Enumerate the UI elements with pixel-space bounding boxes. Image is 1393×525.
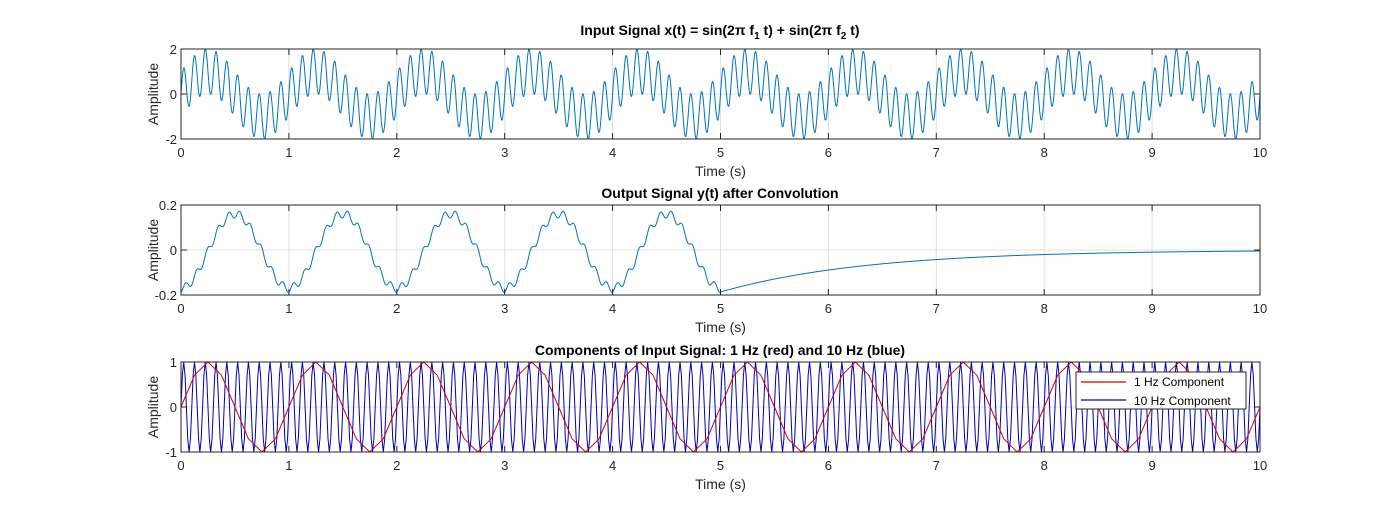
- plot-area: [180, 48, 1261, 140]
- x-tick-label: 1: [285, 458, 292, 473]
- x-tick-label: 10: [1253, 458, 1267, 473]
- x-tick-label: 1: [285, 145, 292, 160]
- x-tick-label: 4: [609, 145, 616, 160]
- legend-label-1hz: 1 Hz Component: [1134, 375, 1225, 389]
- x-tick-label: 8: [1041, 301, 1048, 316]
- x-tick-label: 5: [717, 458, 724, 473]
- x-tick-label: 6: [825, 458, 832, 473]
- x-tick-label: 10: [1253, 301, 1267, 316]
- x-ticks: 0 1 2 3 4 5 6 7 8 9 10: [177, 362, 1267, 473]
- x-tick-label: 7: [933, 458, 940, 473]
- component-1hz-line: [180, 361, 1261, 453]
- x-tick-label: 2: [393, 145, 400, 160]
- x-tick-label: 4: [609, 301, 616, 316]
- x-axis-label: Time (s): [695, 319, 746, 335]
- y-ticks: -2 0 2: [165, 42, 1260, 147]
- x-tick-label: 8: [1041, 458, 1048, 473]
- x-tick-label: 2: [393, 301, 400, 316]
- x-tick-label: 3: [501, 458, 508, 473]
- x-tick-label: 5: [717, 145, 724, 160]
- x-tick-label: 9: [1148, 145, 1155, 160]
- x-ticks: 0 1 2 3 4 5 6 7 8 9 10: [177, 49, 1267, 160]
- panel-title: Output Signal y(t) after Convolution: [601, 185, 838, 201]
- x-tick-label: 0: [177, 145, 184, 160]
- panel-input-signal: Input Signal x(t) = sin(2π f1 t) + sin(2…: [145, 22, 1267, 179]
- panel-title: Components of Input Signal: 1 Hz (red) a…: [535, 342, 905, 358]
- x-tick-label: 4: [609, 458, 616, 473]
- y-axis-label: Amplitude: [145, 376, 161, 438]
- y-tick-label: 0.2: [159, 198, 177, 213]
- y-axis-label: Amplitude: [145, 63, 161, 125]
- y-tick-label: 1: [170, 355, 177, 370]
- grid: [180, 204, 1261, 296]
- plot-area: [180, 361, 1261, 453]
- x-tick-label: 10: [1253, 145, 1267, 160]
- panel-components: Components of Input Signal: 1 Hz (red) a…: [145, 342, 1267, 492]
- y-tick-label: 0: [170, 87, 177, 102]
- y-ticks: -1 0 1: [165, 355, 1260, 460]
- y-tick-label: -1: [165, 445, 177, 460]
- x-tick-label: 7: [933, 301, 940, 316]
- x-tick-label: 9: [1148, 458, 1155, 473]
- x-tick-label: 6: [825, 145, 832, 160]
- y-tick-label: 0: [170, 243, 177, 258]
- x-tick-label: 0: [177, 458, 184, 473]
- x-tick-label: 5: [717, 301, 724, 316]
- legend: 1 Hz Component 10 Hz Component: [1075, 371, 1247, 410]
- panel-output-signal: Output Signal y(t) after Convolution 0 1 2…: [145, 185, 1267, 335]
- x-tick-label: 3: [501, 301, 508, 316]
- x-tick-label: 8: [1041, 145, 1048, 160]
- y-axis-label: Amplitude: [145, 219, 161, 281]
- legend-box: [1075, 371, 1247, 410]
- x-tick-label: 7: [933, 145, 940, 160]
- x-tick-label: 9: [1148, 301, 1155, 316]
- y-tick-label: -2: [165, 132, 177, 147]
- y-tick-label: 2: [170, 42, 177, 57]
- x-tick-label: 1: [285, 301, 292, 316]
- y-ticks: -0.2 0 0.2: [155, 198, 1260, 303]
- x-tick-label: 0: [177, 301, 184, 316]
- x-axis-label: Time (s): [695, 163, 746, 179]
- input-signal-line: [180, 48, 1261, 140]
- panel-title: Input Signal x(t) = sin(2π f1 t) + sin(2…: [580, 22, 859, 42]
- legend-label-10hz: 10 Hz Component: [1134, 394, 1231, 408]
- x-tick-label: 6: [825, 301, 832, 316]
- y-tick-label: -0.2: [155, 288, 177, 303]
- x-tick-label: 3: [501, 145, 508, 160]
- y-tick-label: 0: [170, 400, 177, 415]
- x-axis-label: Time (s): [695, 476, 746, 492]
- x-ticks: 0 1 2 3 4 5 6 7 8 9 10: [177, 205, 1267, 316]
- x-tick-label: 2: [393, 458, 400, 473]
